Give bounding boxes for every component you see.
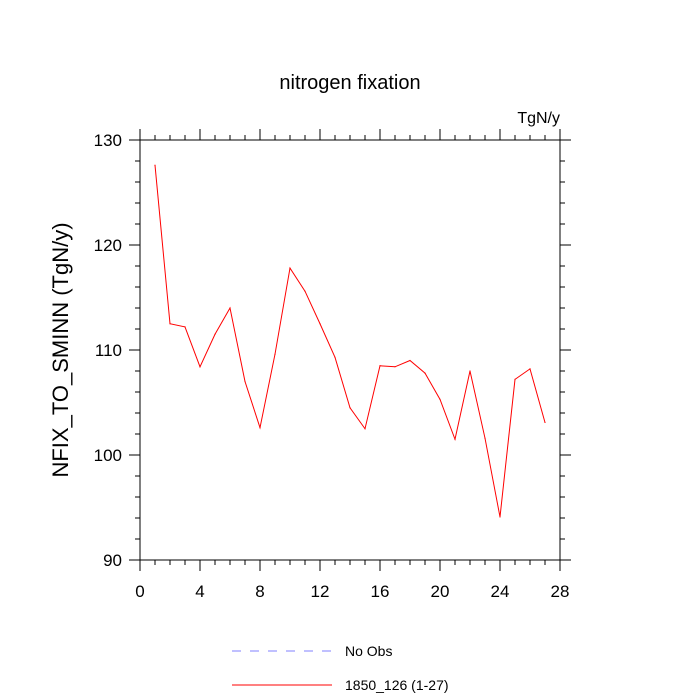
y-tick-label: 130 (94, 131, 122, 150)
plot-area: 0 4 8 12 16 20 24 28 90 100 110 120 130 (94, 129, 571, 601)
x-tick-label: 28 (551, 582, 570, 601)
data-point (379, 365, 381, 367)
data-point (514, 378, 516, 380)
data-point (469, 370, 471, 372)
data-point (364, 428, 366, 430)
x-tick-label: 0 (135, 582, 144, 601)
data-point (424, 372, 426, 374)
chart-title: nitrogen fixation (279, 72, 420, 94)
units-label: TgN/y (517, 110, 560, 127)
data-point (544, 421, 546, 424)
data-point (199, 366, 201, 368)
data-point (454, 438, 456, 440)
legend: No Obs 1850_126 (1-27) (232, 643, 449, 693)
data-point (334, 356, 336, 358)
data-point (229, 307, 231, 309)
data-point (274, 353, 276, 355)
data-point (154, 164, 156, 166)
x-tick-label: 20 (431, 582, 450, 601)
data-point (169, 323, 171, 325)
data-point (304, 290, 306, 292)
y-tick-label: 110 (95, 341, 122, 360)
x-tick-label: 24 (491, 582, 510, 601)
data-point (259, 427, 261, 429)
data-point (409, 359, 411, 362)
data-point (439, 398, 441, 400)
x-tick-label: 12 (311, 582, 330, 601)
x-tick-label: 16 (371, 582, 390, 601)
x-tick-label: 8 (255, 582, 264, 601)
legend-label: 1850_126 (1-27) (345, 677, 449, 693)
series-line (154, 165, 546, 518)
y-tick-label: 120 (94, 236, 122, 255)
data-point (349, 407, 351, 409)
plot-frame (139, 139, 561, 561)
data-point (394, 366, 396, 368)
data-point (214, 333, 216, 335)
data-point (289, 267, 291, 269)
data-point (529, 368, 531, 370)
y-axis-label: NFIX_TO_SMINN (TgN/y) (48, 222, 73, 477)
x-tick-label: 4 (195, 582, 204, 601)
legend-label: No Obs (345, 643, 392, 659)
data-point (319, 323, 321, 325)
data-point (484, 437, 486, 439)
data-point (499, 516, 501, 518)
data-point (184, 326, 186, 328)
y-tick-label: 90 (103, 551, 122, 570)
data-point (244, 380, 246, 383)
y-tick-label: 100 (94, 446, 122, 465)
